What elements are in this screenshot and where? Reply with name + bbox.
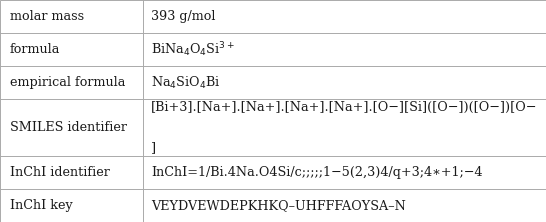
Text: formula: formula (10, 43, 60, 56)
Text: BiNa$_4$O$_4$Si$^{3+}$: BiNa$_4$O$_4$Si$^{3+}$ (151, 40, 235, 59)
Text: VEYDVEWDEPKHKQ–UHFFFAOYSA–N: VEYDVEWDEPKHKQ–UHFFFAOYSA–N (151, 199, 406, 212)
Text: [Bi+3].[Na+].[Na+].[Na+].[Na+].[O−][Si]([O−])([O−])[O−: [Bi+3].[Na+].[Na+].[Na+].[Na+].[O−][Si](… (151, 101, 538, 114)
Text: InChI identifier: InChI identifier (10, 166, 110, 179)
Text: molar mass: molar mass (10, 10, 84, 23)
Text: Na$_4$SiO$_4$Bi: Na$_4$SiO$_4$Bi (151, 75, 221, 91)
Text: empirical formula: empirical formula (10, 76, 125, 89)
Text: SMILES identifier: SMILES identifier (10, 121, 127, 134)
Text: InChI=1/Bi.4Na.O4Si/c;;;;;1−5(2,3)4/q+3;4∗+1;−4: InChI=1/Bi.4Na.O4Si/c;;;;;1−5(2,3)4/q+3;… (151, 166, 483, 179)
Text: InChI key: InChI key (10, 199, 73, 212)
Text: 393 g/mol: 393 g/mol (151, 10, 216, 23)
Text: ]: ] (151, 141, 156, 154)
